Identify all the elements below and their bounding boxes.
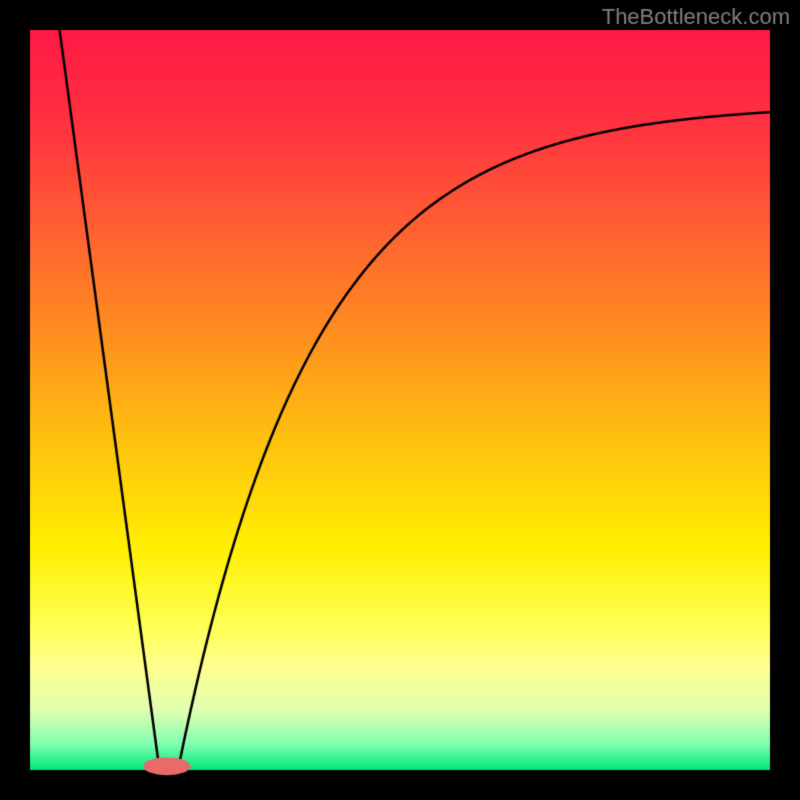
bottleneck-chart (0, 0, 800, 800)
